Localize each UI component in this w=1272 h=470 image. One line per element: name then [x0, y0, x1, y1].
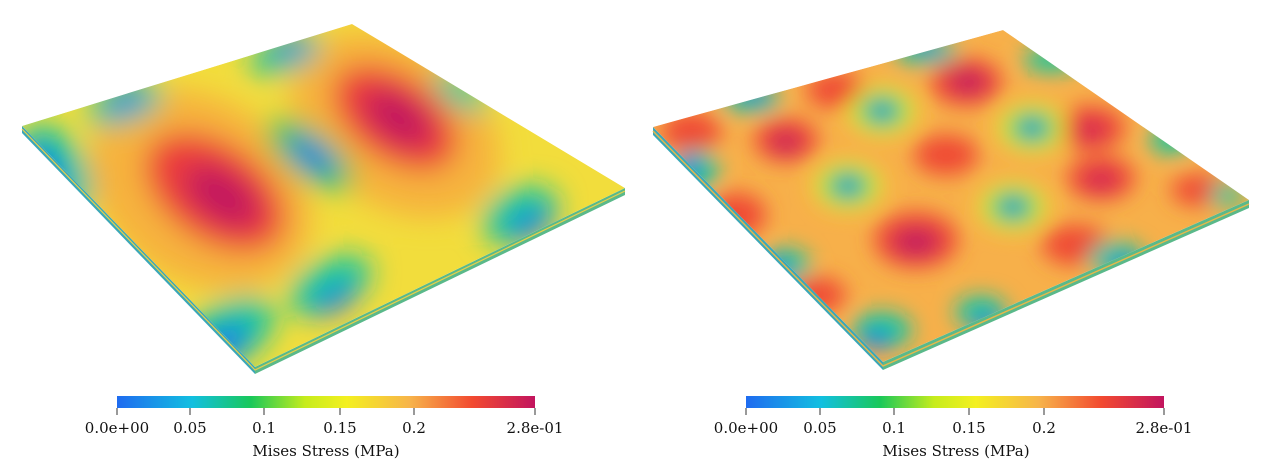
plate-render-left: 0.0e+00 0.05 0.1 0.15 0.2 2.8e-01 Mises … [21, 24, 626, 460]
colorbar-gradient-right [746, 396, 1164, 408]
colorbar-tick-label: 0.15 [323, 419, 356, 437]
plate-surface-left [22, 24, 625, 367]
colorbar-tick-label: 0.0e+00 [714, 419, 778, 437]
plate-side-left [21, 126, 626, 374]
colorbar-left: 0.0e+00 0.05 0.1 0.15 0.2 2.8e-01 Mises … [85, 396, 564, 460]
colorbar-tick-label: 0.05 [173, 419, 206, 437]
plate-surface-right [653, 30, 1249, 362]
colorbar-tick-label: 0.2 [402, 419, 426, 437]
colorbar-tick-label: 0.05 [803, 419, 836, 437]
colorbar-tick-label: 2.8e-01 [1136, 419, 1193, 437]
colorbar-title: Mises Stress (MPa) [252, 442, 399, 460]
colorbar-title: Mises Stress (MPa) [882, 442, 1029, 460]
colorbar-tick-label: 0.1 [252, 419, 276, 437]
plate-render-right: 0.0e+00 0.05 0.1 0.15 0.2 2.8e-01 Mises … [652, 30, 1250, 460]
plate-panel-right: 0.0e+00 0.05 0.1 0.15 0.2 2.8e-01 Mises … [636, 0, 1272, 470]
colorbar-tick-label: 0.0e+00 [85, 419, 149, 437]
colorbar-tick-label: 0.15 [952, 419, 985, 437]
colorbar-tick-label: 0.1 [882, 419, 906, 437]
plate-panel-left: 0.0e+00 0.05 0.1 0.15 0.2 2.8e-01 Mises … [21, 24, 626, 460]
colorbar-tick-label: 0.2 [1032, 419, 1056, 437]
plate-side-right [652, 127, 1250, 370]
colorbar-tick-label: 2.8e-01 [507, 419, 564, 437]
colorbar-gradient-left [117, 396, 535, 408]
colorbar-right: 0.0e+00 0.05 0.1 0.15 0.2 2.8e-01 Mises … [714, 396, 1193, 460]
